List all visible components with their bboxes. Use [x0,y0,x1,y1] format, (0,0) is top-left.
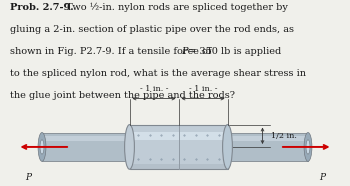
Text: gluing a 2-in. section of plastic pipe over the rod ends, as: gluing a 2-in. section of plastic pipe o… [10,25,294,34]
Text: Prob. 2.7-9.: Prob. 2.7-9. [10,3,74,12]
Bar [42,136,130,141]
Ellipse shape [306,140,310,154]
Text: to the spliced nylon rod, what is the average shear stress in: to the spliced nylon rod, what is the av… [10,69,307,78]
Ellipse shape [40,140,44,154]
Text: P: P [181,47,188,56]
Ellipse shape [38,132,46,161]
Text: the glue joint between the pipe and the rods?: the glue joint between the pipe and the … [10,91,236,100]
Bar [228,136,308,141]
Ellipse shape [223,125,232,169]
Text: P: P [319,173,325,182]
Ellipse shape [125,125,134,169]
Text: 1/2 in.: 1/2 in. [271,132,297,140]
Bar [228,132,308,161]
Text: - 1 in. -: - 1 in. - [140,85,168,93]
Bar [42,132,130,161]
Bar [130,164,228,169]
Ellipse shape [304,132,312,161]
Text: P: P [25,173,31,182]
Text: - 1 in. -: - 1 in. - [189,85,217,93]
Bar [130,125,228,169]
Text: Two ½-in. nylon rods are spliced together by: Two ½-in. nylon rods are spliced togethe… [63,3,287,12]
Text: shown in Fig. P2.7-9. If a tensile force of: shown in Fig. P2.7-9. If a tensile force… [10,47,215,56]
Bar [130,132,228,140]
Text: = 350 lb is applied: = 350 lb is applied [185,47,281,56]
